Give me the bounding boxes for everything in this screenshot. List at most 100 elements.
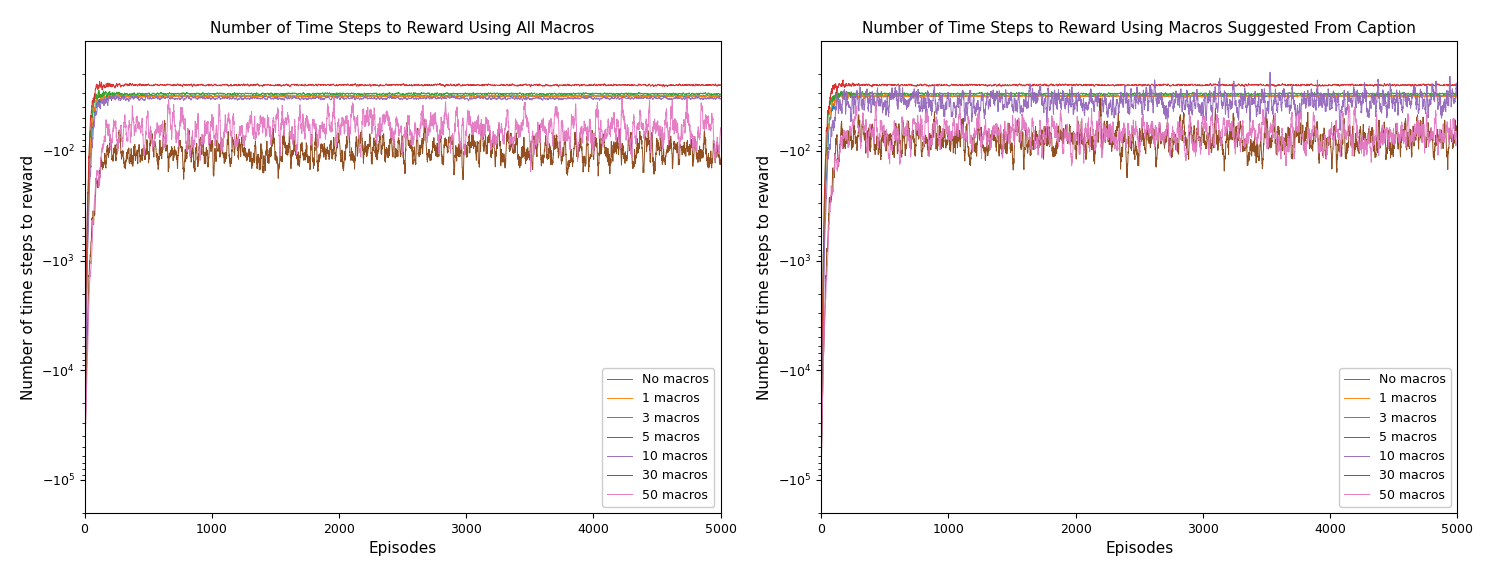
10 macros bbox=[318, 93, 336, 100]
Line: 1 macros: 1 macros bbox=[822, 93, 1457, 460]
3 macros bbox=[1055, 91, 1073, 98]
3 macros bbox=[1227, 90, 1245, 97]
5 macros bbox=[318, 81, 336, 88]
10 macros bbox=[1286, 113, 1304, 119]
No macros bbox=[1055, 93, 1073, 100]
No macros bbox=[813, 459, 831, 466]
3 macros bbox=[1336, 91, 1354, 98]
5 macros bbox=[457, 81, 475, 88]
50 macros bbox=[711, 124, 729, 131]
5 macros bbox=[91, 78, 109, 85]
50 macros bbox=[191, 154, 209, 161]
1 macros bbox=[490, 91, 508, 98]
5 macros bbox=[550, 81, 568, 88]
No macros bbox=[550, 92, 568, 99]
Y-axis label: Number of time steps to reward: Number of time steps to reward bbox=[21, 155, 36, 400]
3 macros bbox=[1194, 91, 1212, 98]
30 macros bbox=[1055, 131, 1073, 138]
30 macros bbox=[490, 129, 508, 136]
No macros bbox=[1227, 92, 1245, 99]
50 macros bbox=[928, 117, 946, 123]
5 macros bbox=[1227, 81, 1245, 88]
10 macros bbox=[490, 94, 508, 101]
Line: 50 macros: 50 macros bbox=[85, 98, 720, 470]
No macros bbox=[832, 89, 850, 96]
30 macros bbox=[813, 465, 831, 472]
Line: No macros: No macros bbox=[822, 92, 1457, 462]
30 macros bbox=[550, 149, 568, 156]
50 macros bbox=[599, 126, 617, 133]
3 macros bbox=[828, 88, 846, 95]
5 macros bbox=[191, 81, 209, 88]
Line: 5 macros: 5 macros bbox=[822, 80, 1457, 452]
30 macros bbox=[599, 155, 617, 162]
30 macros bbox=[1336, 119, 1354, 126]
No macros bbox=[928, 93, 946, 100]
50 macros bbox=[76, 466, 94, 473]
3 macros bbox=[599, 90, 617, 97]
10 macros bbox=[137, 91, 155, 98]
3 macros bbox=[1286, 91, 1304, 98]
50 macros bbox=[1227, 140, 1245, 147]
50 macros bbox=[813, 457, 831, 464]
50 macros bbox=[550, 144, 568, 151]
3 macros bbox=[928, 90, 946, 97]
3 macros bbox=[457, 91, 475, 98]
5 macros bbox=[1448, 81, 1466, 88]
10 macros bbox=[928, 111, 946, 118]
Line: 30 macros: 30 macros bbox=[85, 120, 720, 475]
10 macros bbox=[550, 95, 568, 102]
10 macros bbox=[191, 95, 209, 102]
X-axis label: Episodes: Episodes bbox=[369, 541, 436, 556]
No macros bbox=[1194, 92, 1212, 99]
10 macros bbox=[813, 464, 831, 471]
5 macros bbox=[834, 77, 852, 84]
Title: Number of Time Steps to Reward Using Macros Suggested From Caption: Number of Time Steps to Reward Using Mac… bbox=[862, 21, 1416, 36]
30 macros bbox=[1194, 132, 1212, 138]
30 macros bbox=[711, 160, 729, 167]
1 macros bbox=[550, 92, 568, 99]
No macros bbox=[191, 93, 209, 100]
50 macros bbox=[1286, 118, 1304, 125]
1 macros bbox=[191, 92, 209, 99]
50 macros bbox=[326, 94, 344, 101]
5 macros bbox=[490, 82, 508, 89]
10 macros bbox=[1227, 93, 1245, 100]
10 macros bbox=[1261, 69, 1279, 76]
No macros bbox=[318, 93, 336, 100]
Legend: No macros, 1 macros, 3 macros, 5 macros, 10 macros, 30 macros, 50 macros: No macros, 1 macros, 3 macros, 5 macros,… bbox=[602, 368, 714, 507]
1 macros bbox=[1448, 93, 1466, 100]
1 macros bbox=[1194, 93, 1212, 100]
3 macros bbox=[191, 91, 209, 98]
5 macros bbox=[813, 448, 831, 455]
3 macros bbox=[318, 90, 336, 97]
30 macros bbox=[1286, 129, 1304, 136]
50 macros bbox=[1336, 124, 1354, 131]
1 macros bbox=[90, 88, 108, 95]
30 macros bbox=[457, 144, 475, 151]
50 macros bbox=[1194, 117, 1212, 123]
30 macros bbox=[415, 117, 433, 123]
No macros bbox=[1448, 93, 1466, 100]
30 macros bbox=[1227, 143, 1245, 149]
Line: 50 macros: 50 macros bbox=[822, 102, 1457, 460]
30 macros bbox=[191, 136, 209, 143]
Line: 3 macros: 3 macros bbox=[85, 90, 720, 466]
3 macros bbox=[490, 91, 508, 98]
10 macros bbox=[1055, 101, 1073, 108]
30 macros bbox=[1448, 132, 1466, 139]
No macros bbox=[1336, 92, 1354, 99]
50 macros bbox=[1448, 132, 1466, 138]
3 macros bbox=[1448, 91, 1466, 98]
1 macros bbox=[1227, 92, 1245, 99]
Line: 5 macros: 5 macros bbox=[85, 81, 720, 460]
1 macros bbox=[599, 92, 617, 99]
Legend: No macros, 1 macros, 3 macros, 5 macros, 10 macros, 30 macros, 50 macros: No macros, 1 macros, 3 macros, 5 macros,… bbox=[1339, 368, 1451, 507]
1 macros bbox=[711, 93, 729, 100]
10 macros bbox=[457, 95, 475, 102]
Line: No macros: No macros bbox=[85, 93, 720, 470]
1 macros bbox=[457, 92, 475, 99]
Line: 30 macros: 30 macros bbox=[822, 98, 1457, 469]
Title: Number of Time Steps to Reward Using All Macros: Number of Time Steps to Reward Using All… bbox=[211, 21, 595, 36]
No macros bbox=[109, 90, 127, 97]
